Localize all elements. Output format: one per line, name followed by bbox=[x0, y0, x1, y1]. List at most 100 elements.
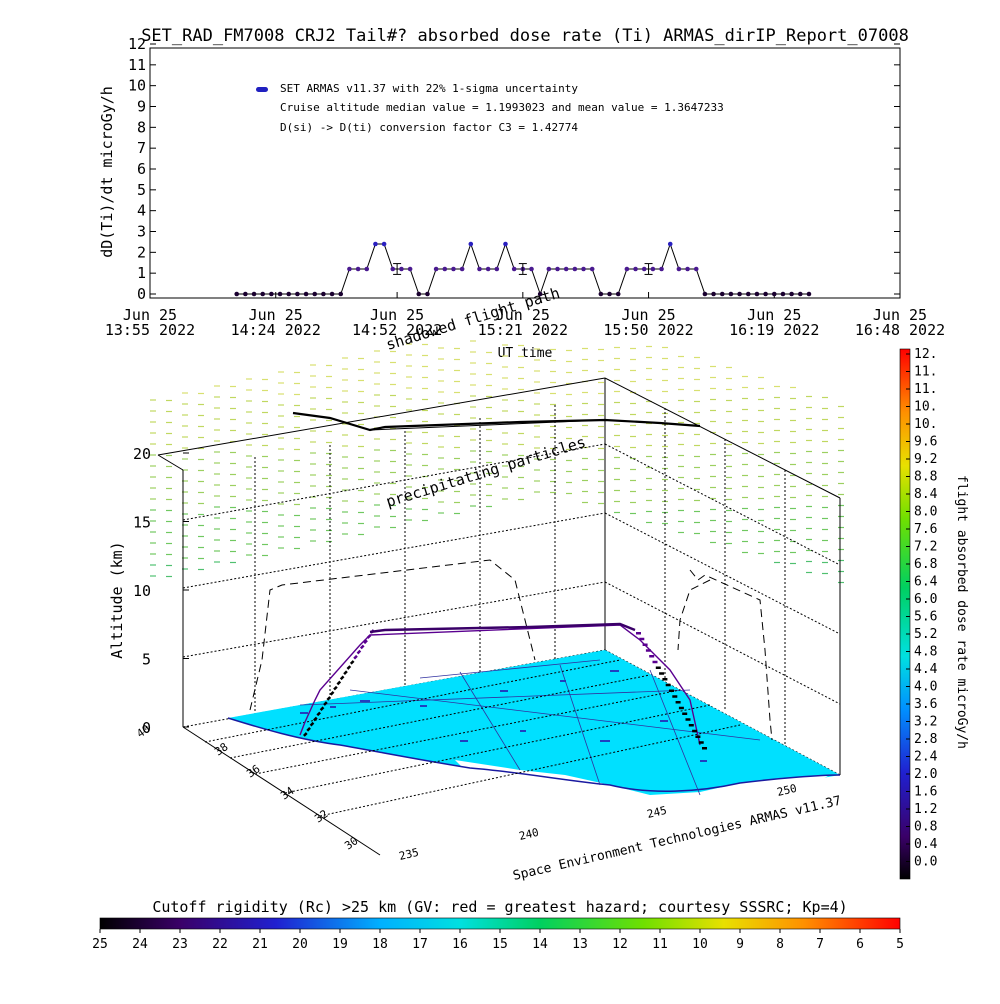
y-tick-label: 12 bbox=[128, 35, 146, 53]
dose-point bbox=[451, 266, 456, 272]
descent-point bbox=[678, 706, 684, 710]
latitude-tick-label: 36 bbox=[244, 762, 262, 780]
longitude-tick-label: 240 bbox=[518, 826, 540, 843]
dose-colorbar-tick-label: 0.8 bbox=[914, 820, 937, 835]
rigidity-tick-label: 23 bbox=[172, 937, 188, 952]
dose-point bbox=[407, 266, 413, 272]
shadow-track bbox=[249, 559, 773, 741]
rigidity-tick-label: 24 bbox=[132, 937, 148, 952]
dose-point bbox=[797, 291, 803, 297]
rigidity-tick-label: 20 bbox=[292, 937, 308, 952]
map-coastline-marks bbox=[300, 670, 707, 762]
descent-point bbox=[652, 660, 658, 664]
dose-colorbar-tick-label: 1.2 bbox=[914, 802, 937, 817]
ascent-point bbox=[319, 706, 325, 712]
descent-point bbox=[672, 695, 678, 698]
longitude-tick-label: 245 bbox=[646, 804, 668, 821]
dose-point bbox=[312, 291, 318, 297]
ascent-point bbox=[343, 670, 348, 675]
longitude-tick-label: 235 bbox=[398, 846, 420, 863]
y-tick-label: 6 bbox=[137, 160, 146, 178]
error-bars bbox=[393, 263, 653, 275]
dose-colorbar-ticks: 12. 11. 11. 10. 10. 9.6 9.2 8.8 8.4 8.0 7.6 7.2 6.8 6… bbox=[906, 347, 938, 870]
y-tick-label: 3 bbox=[137, 223, 146, 241]
descent-point bbox=[698, 741, 704, 744]
ascent-point bbox=[316, 711, 321, 717]
dose-point bbox=[381, 241, 387, 247]
dose-point bbox=[745, 291, 751, 297]
dose-point bbox=[529, 266, 534, 272]
latitude-tick-label: 40 bbox=[134, 722, 152, 740]
altitude-ticks: 0 5 10 15 20 bbox=[133, 445, 189, 737]
dose-colorbar-label: flight absorbed dose rate microGy/h bbox=[954, 475, 969, 749]
ascent-point bbox=[306, 727, 311, 732]
dose-point bbox=[425, 291, 430, 297]
descent-point bbox=[702, 747, 707, 750]
dose-colorbar-tick-label: 5.2 bbox=[914, 627, 937, 642]
dose-point bbox=[390, 266, 396, 272]
rigidity-tick-label: 12 bbox=[612, 937, 628, 952]
rigidity-tick-label: 25 bbox=[92, 937, 108, 952]
dose-series bbox=[234, 241, 812, 297]
dose-colorbar-tick-label: 10. bbox=[914, 400, 937, 415]
ascent-point bbox=[333, 685, 338, 691]
dose-point bbox=[719, 291, 725, 297]
ascent-point bbox=[309, 721, 315, 727]
rigidity-ticks: 25 24 23 22 21 20 19 18 17 16 15 14 13 12 11 10 9 8 7 6 5 bbox=[92, 929, 904, 952]
descent-point bbox=[692, 729, 698, 733]
dose-colorbar-tick-label: 2.8 bbox=[914, 732, 937, 747]
dose-point bbox=[442, 266, 448, 272]
dose-colorbar-tick-label: 0.4 bbox=[914, 837, 938, 852]
ascent-point bbox=[353, 654, 358, 660]
dose-point bbox=[511, 266, 517, 272]
x-tick-label-time: 13:55 2022 bbox=[105, 321, 195, 339]
dose-colorbar-tick-label: 8.0 bbox=[914, 505, 937, 520]
dose-colorbar-tick-label: 3.2 bbox=[914, 715, 937, 730]
flight-path-3d bbox=[303, 629, 707, 750]
ascent-point bbox=[359, 644, 365, 650]
dose-point bbox=[693, 266, 699, 272]
dose-point bbox=[295, 291, 300, 297]
dose-point bbox=[676, 266, 682, 272]
descent-point bbox=[645, 649, 651, 652]
x-tick-label-date: Jun 25 bbox=[621, 306, 675, 324]
ascent-point bbox=[349, 660, 355, 665]
longitude-tick-label: 250 bbox=[776, 782, 798, 799]
altitude-tick-label: 5 bbox=[142, 651, 151, 669]
descent-point bbox=[649, 655, 655, 658]
y-tick-label: 10 bbox=[128, 77, 146, 95]
rigidity-tick-label: 11 bbox=[652, 937, 668, 952]
dose-colorbar-tick-label: 8.4 bbox=[914, 487, 938, 502]
dose-point bbox=[633, 266, 638, 272]
dose-colorbar-tick-label: 11. bbox=[914, 365, 937, 380]
y-tick-label: 8 bbox=[137, 118, 146, 136]
annotation-precipitating: precipitating particles bbox=[384, 433, 588, 511]
dose-point bbox=[728, 291, 734, 297]
dose-colorbar-tick-label: 6.4 bbox=[914, 575, 938, 590]
ascent-point bbox=[339, 675, 345, 681]
y-tick-label: 0 bbox=[137, 285, 146, 303]
dose-point bbox=[537, 291, 543, 297]
dose-point bbox=[347, 266, 352, 272]
ascent-point bbox=[336, 680, 342, 686]
ascent-point bbox=[303, 732, 308, 737]
rigidity-tick-label: 16 bbox=[452, 937, 468, 952]
descent-point bbox=[642, 643, 648, 646]
dose-point bbox=[338, 291, 344, 297]
dose-point bbox=[780, 291, 786, 297]
rigidity-tick-label: 13 bbox=[572, 937, 588, 952]
dose-point bbox=[607, 291, 612, 297]
cruise-segment bbox=[369, 622, 636, 634]
dose-point bbox=[711, 291, 716, 297]
x-tick-label-date: Jun 25 bbox=[873, 306, 927, 324]
descent-point bbox=[695, 735, 701, 738]
descent-point bbox=[639, 637, 645, 641]
dose-colorbar-tick-label: 5.6 bbox=[914, 610, 937, 625]
y-tick-label: 4 bbox=[137, 202, 146, 220]
y-tick-label: 11 bbox=[128, 56, 146, 74]
descent-point bbox=[655, 666, 661, 669]
